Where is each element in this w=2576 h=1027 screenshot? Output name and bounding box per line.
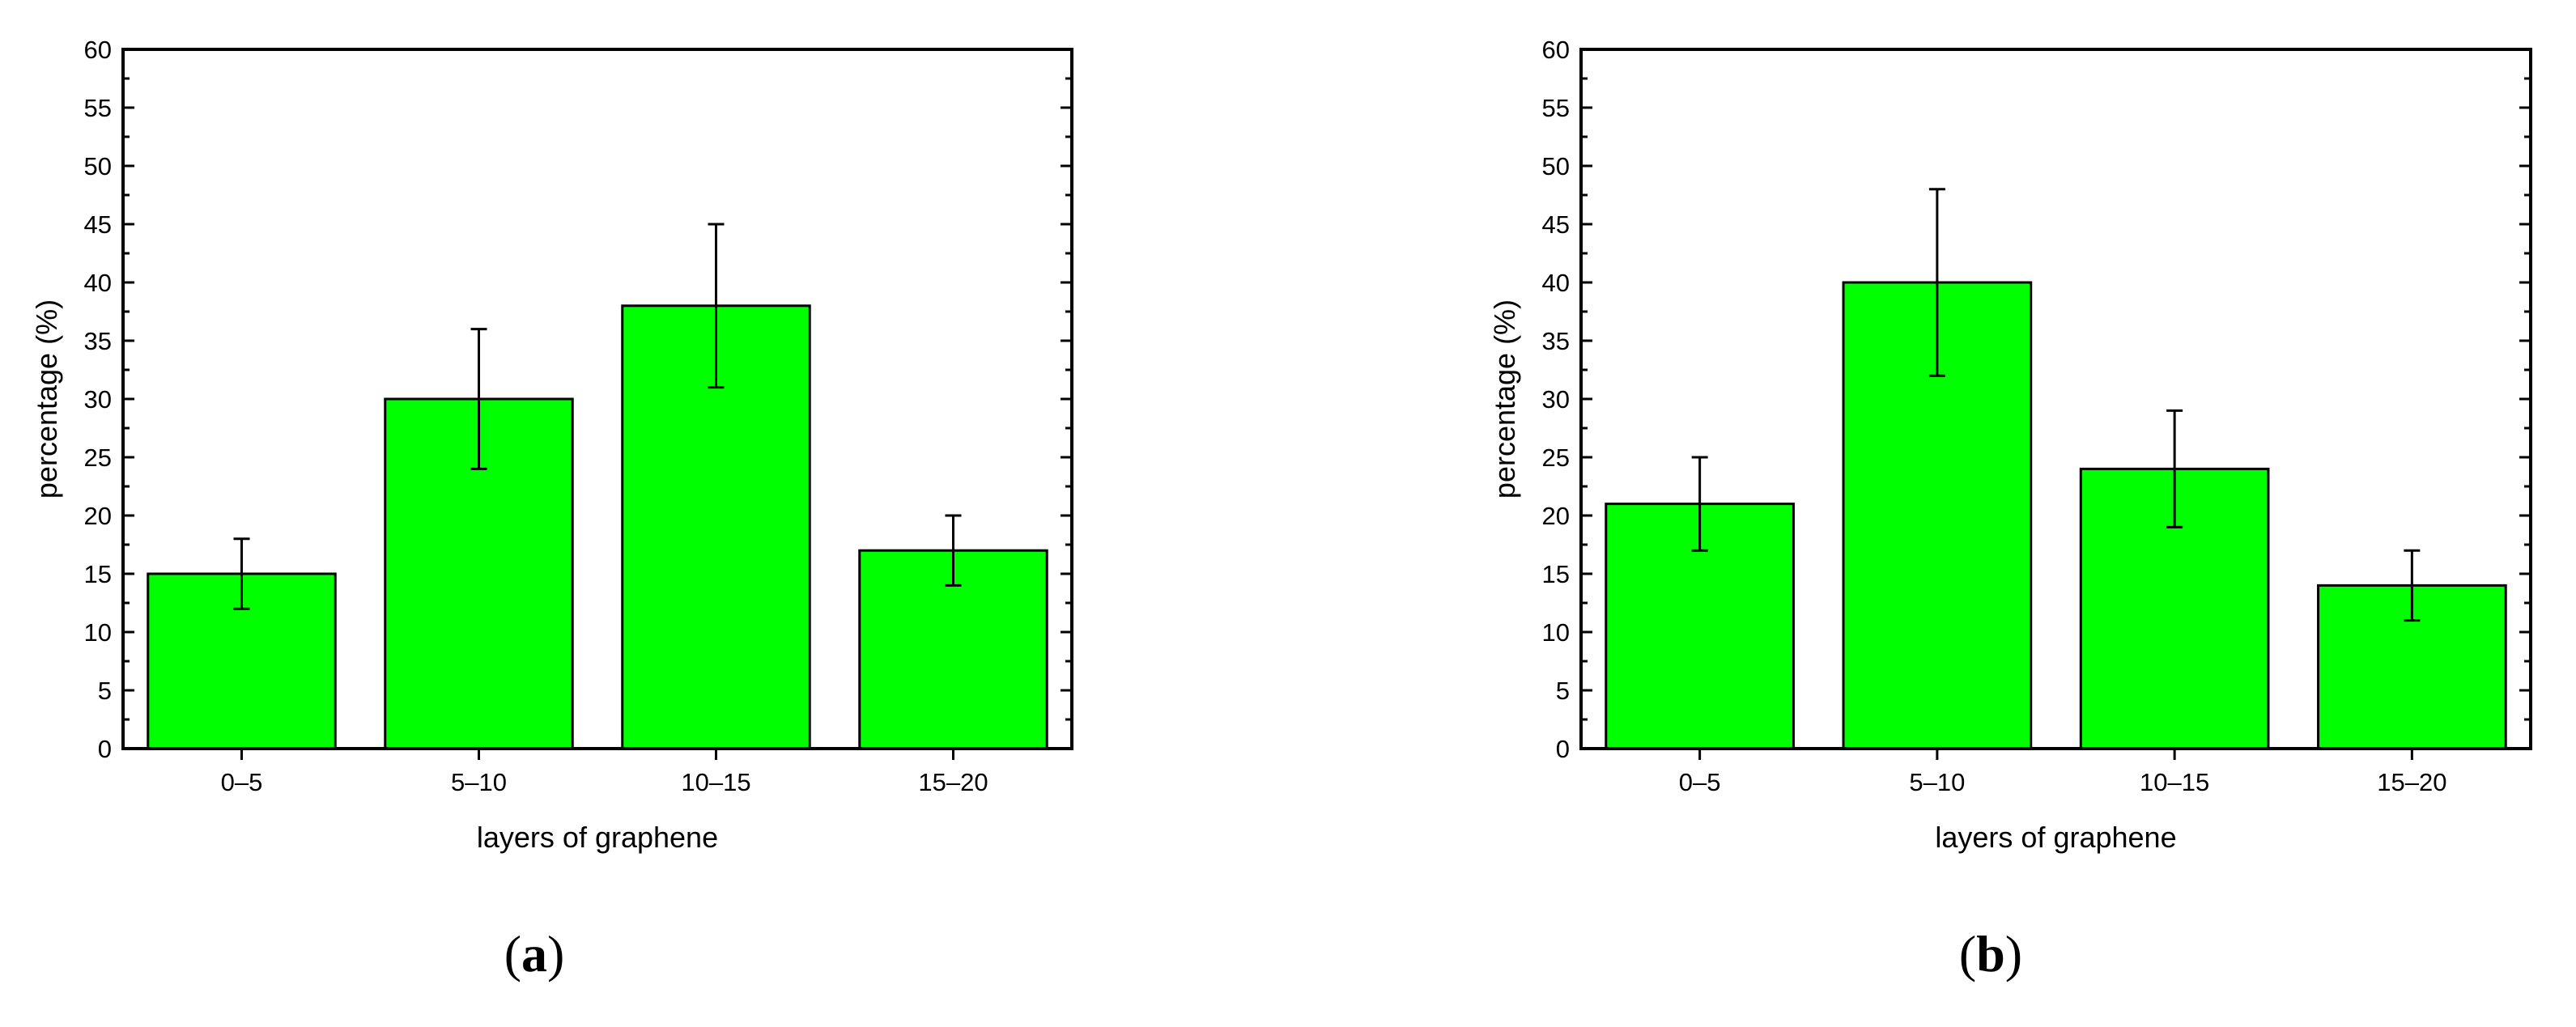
- y-tick-label: 15: [1542, 560, 1570, 588]
- y-tick-label: 45: [84, 210, 112, 239]
- panel-label: (a): [504, 925, 565, 982]
- y-tick-label: 10: [1542, 618, 1570, 647]
- x-tick-label: 10–15: [2140, 768, 2209, 796]
- y-tick-label: 30: [84, 385, 112, 414]
- error-bar-1: [233, 537, 250, 610]
- x-axis-title: layers of graphene: [477, 821, 718, 854]
- y-tick-label: 35: [1542, 327, 1570, 355]
- y-tick-label: 15: [84, 560, 112, 588]
- y-tick-label: 0: [1556, 735, 1570, 763]
- y-tick-label: 35: [84, 327, 112, 355]
- y-tick-label: 5: [1556, 677, 1570, 705]
- y-tick-label: 50: [84, 152, 112, 180]
- plot-frame: [121, 48, 1073, 750]
- error-bar-4: [945, 514, 962, 587]
- x-axis-title: layers of graphene: [1935, 821, 2176, 854]
- y-tick-label: 55: [1542, 94, 1570, 122]
- y-tick-label: 60: [84, 36, 112, 64]
- panel-a: 0–5 5–10 10–15 15–20 0 5 10 15 20 25 30 35 40 45 50 55 6…: [30, 36, 1073, 982]
- y-tick-label: 0: [98, 735, 112, 763]
- error-bar-2: [1928, 188, 1945, 377]
- y-tick-label: 55: [84, 94, 112, 122]
- y-tick-label: 5: [98, 677, 112, 705]
- y-tick-label: 40: [1542, 269, 1570, 297]
- y-tick-label: 50: [1542, 152, 1570, 180]
- panel-label: (b): [1959, 925, 2022, 982]
- y-tick-label: 40: [84, 269, 112, 297]
- error-bar-3: [2166, 409, 2183, 528]
- y-tick-label: 20: [1542, 502, 1570, 530]
- y-tick-label: 20: [84, 502, 112, 530]
- y-tick-label: 25: [84, 443, 112, 472]
- x-tick-label: 15–20: [918, 768, 988, 796]
- error-bar-4: [2404, 549, 2421, 622]
- error-bar-3: [708, 223, 725, 389]
- x-tick-label: 15–20: [2377, 768, 2446, 796]
- x-tick-label: 5–10: [451, 768, 507, 796]
- panel-b: 0–5 5–10 10–15 15–20 0 5 10 15 20 25 30 35 40 45 50 55 6…: [1488, 36, 2532, 982]
- x-tick-label: 10–15: [681, 768, 750, 796]
- plot-frame: [1579, 48, 2532, 750]
- y-tick-label: 25: [1542, 443, 1570, 472]
- y-axis-title: percentage (%): [30, 299, 63, 499]
- y-tick-label: 60: [1542, 36, 1570, 64]
- x-tick-label: 0–5: [1679, 768, 1721, 796]
- error-bar-1: [1691, 456, 1708, 552]
- y-tick-label: 45: [1542, 210, 1570, 239]
- y-axis-title: percentage (%): [1488, 299, 1521, 499]
- y-tick-label: 10: [84, 618, 112, 647]
- y-tick-label: 30: [1542, 385, 1570, 414]
- error-bar-2: [470, 328, 487, 470]
- x-tick-label: 0–5: [221, 768, 263, 796]
- x-tick-label: 5–10: [1909, 768, 1965, 796]
